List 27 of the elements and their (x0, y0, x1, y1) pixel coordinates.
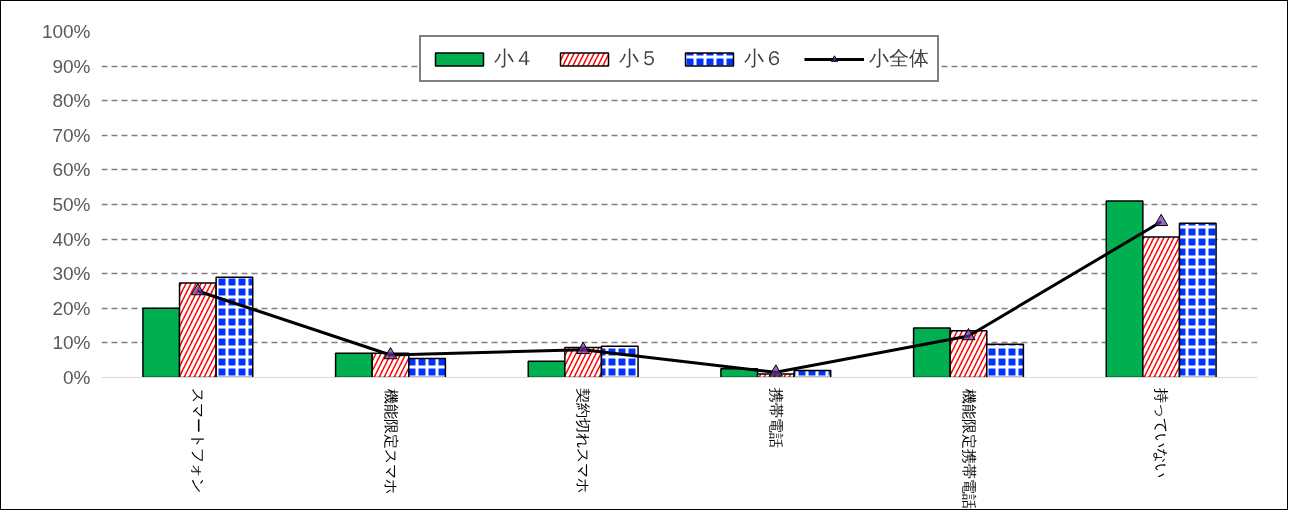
y-tick-label: 50% (52, 194, 91, 215)
y-tick-label: 100% (41, 21, 91, 42)
x-tick-label: 携帯電話 (766, 388, 785, 449)
y-tick-label: 80% (52, 90, 91, 112)
y-tick-label: 60% (52, 159, 91, 181)
y-tick-label: 0% (63, 367, 91, 388)
legend-label: 小６ (744, 45, 784, 72)
legend-label: 小全体 (869, 45, 929, 72)
point (190, 282, 205, 296)
x-tick-label: 持っていない (1152, 388, 1171, 479)
point (961, 327, 976, 341)
point (768, 364, 783, 377)
x-tick-label: 機能限定携帯電話 (959, 388, 978, 509)
y-tick-label: 70% (52, 124, 91, 146)
x-tick-label: スマートフォン (188, 388, 207, 494)
legend-label: 小４ (494, 45, 534, 72)
x-tick-label: 契約切れスマホ (574, 388, 593, 494)
y-tick-label: 10% (52, 332, 91, 354)
y-tick-label: 20% (52, 297, 91, 319)
x-tick-label: 機能限定スマホ (381, 388, 400, 494)
y-tick-label: 30% (52, 263, 91, 285)
legend-label: 小５ (619, 45, 659, 72)
point (1154, 213, 1169, 227)
point (576, 341, 591, 355)
y-tick-label: 90% (52, 55, 91, 77)
y-tick-label: 40% (52, 228, 91, 250)
point (383, 347, 398, 360)
